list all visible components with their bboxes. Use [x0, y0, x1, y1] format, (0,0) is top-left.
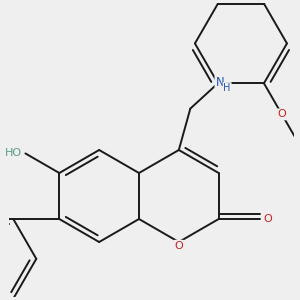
Text: O: O	[175, 241, 183, 251]
Text: N: N	[215, 76, 224, 89]
Text: H: H	[224, 83, 231, 93]
Text: HO: HO	[4, 148, 22, 158]
Text: O: O	[278, 110, 286, 119]
Text: O: O	[264, 214, 272, 224]
